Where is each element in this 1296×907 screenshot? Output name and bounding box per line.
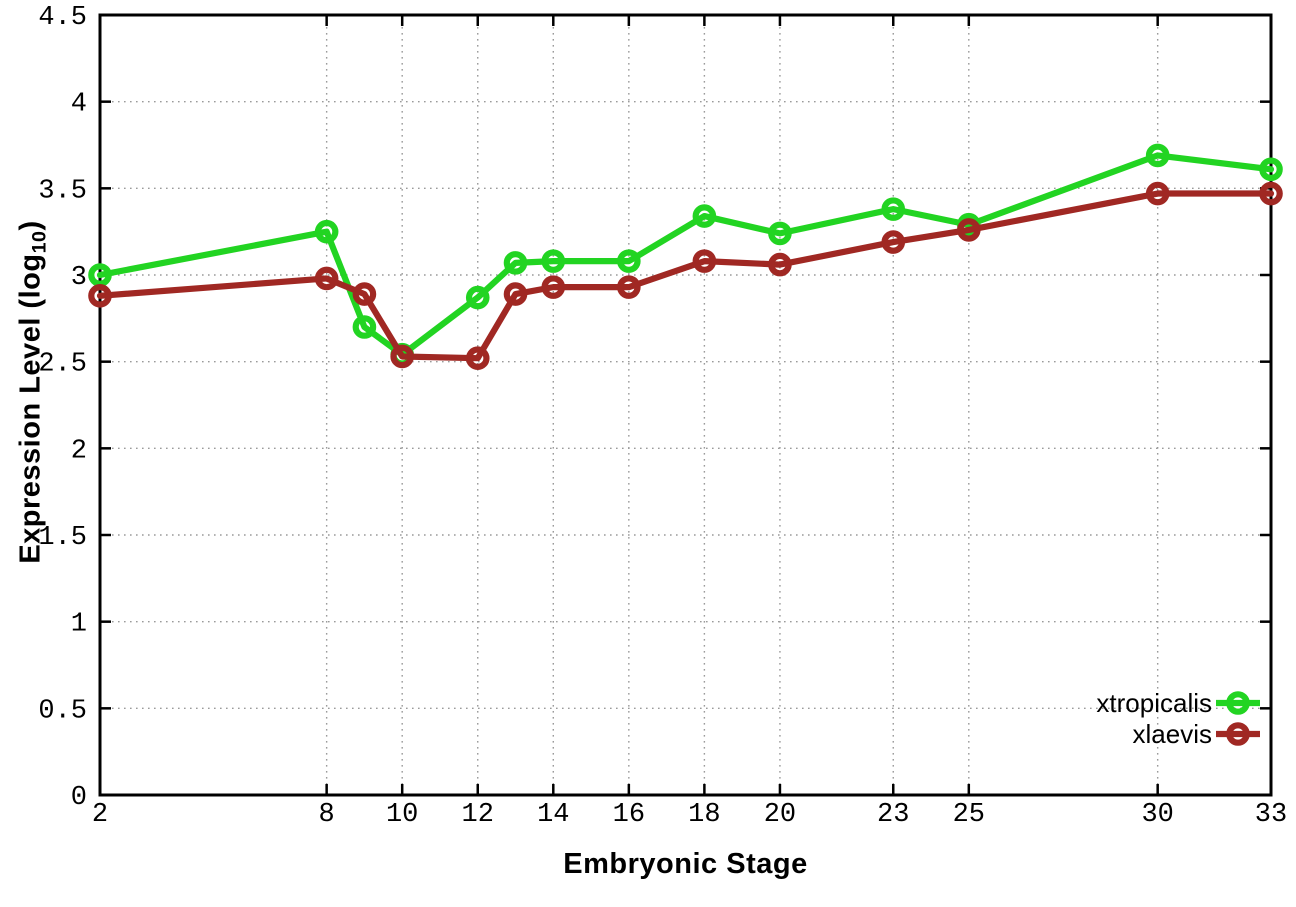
data-point-xtropicalis [617,249,641,273]
data-point-xtropicalis [1259,157,1283,182]
data-point-xtropicalis [692,204,717,228]
y-tick-label: 0.5 [38,696,87,726]
data-point-xlaevis [465,346,490,370]
y-tick-label: 1.5 [38,523,87,553]
y-axis-title-close: ) [14,220,47,231]
x-tick-label: 10 [386,800,418,830]
x-tick-label: 33 [1255,800,1287,830]
y-axis-title-text: Expression Level (log [14,253,47,564]
y-tick-label: 2 [71,436,87,466]
y-tick-label: 4 [71,90,87,120]
x-axis-title: Embryonic Stage [563,848,808,880]
x-tick-label: 18 [688,800,720,830]
y-axis-title-subscript: 10 [28,230,51,254]
legend-label-xtropicalis: xtropicalis [1096,688,1212,718]
y-tick-label: 2.5 [38,350,87,380]
data-point-xlaevis [541,275,566,299]
data-point-xlaevis [957,218,981,242]
y-tick-label: 4.5 [38,3,87,33]
data-point-xlaevis [314,266,339,291]
legend-sample-marker-xtropicalis [1226,691,1250,715]
x-tick-label: 14 [537,800,569,830]
data-point-xtropicalis [503,251,528,275]
y-tick-label: 3 [71,263,87,293]
data-point-xtropicalis [768,221,792,246]
data-point-xlaevis [503,282,528,306]
x-tick-label: 30 [1141,800,1173,830]
data-point-xtropicalis [314,219,339,244]
x-tick-label: 25 [953,800,985,830]
data-point-xlaevis [1259,181,1283,206]
series-line-xtropicalis [96,152,1275,358]
data-point-xlaevis [692,249,717,273]
data-point-xtropicalis [352,315,377,339]
data-point-xlaevis [1145,181,1170,206]
y-axis-title: Expression Level (log10) [14,220,51,564]
plot-border [98,13,1273,797]
data-point-xtropicalis [465,285,490,310]
x-tick-label: 8 [319,800,335,830]
y-tick-label: 1 [71,610,87,640]
series-line-xlaevis [96,190,1275,362]
data-point-xlaevis [768,252,792,277]
data-point-xlaevis [881,230,906,254]
x-tick-label: 12 [462,800,494,830]
x-tick-label: 23 [877,800,909,830]
data-point-xlaevis [352,282,377,306]
data-point-xlaevis [88,283,112,308]
data-point-xtropicalis [541,249,566,273]
x-tick-label: 16 [613,800,645,830]
data-point-xtropicalis [881,197,906,221]
data-point-xlaevis [617,275,641,299]
legend-sample-marker-xlaevis [1226,722,1250,746]
x-tick-label: 20 [764,800,796,830]
x-tick-label: 2 [92,800,108,830]
legend-label-xlaevis: xlaevis [1133,719,1212,749]
data-point-xtropicalis [88,263,112,287]
y-tick-label: 3.5 [38,176,87,206]
y-tick-label: 0 [71,783,87,813]
data-point-xlaevis [390,344,414,369]
data-point-xtropicalis [1145,143,1170,168]
